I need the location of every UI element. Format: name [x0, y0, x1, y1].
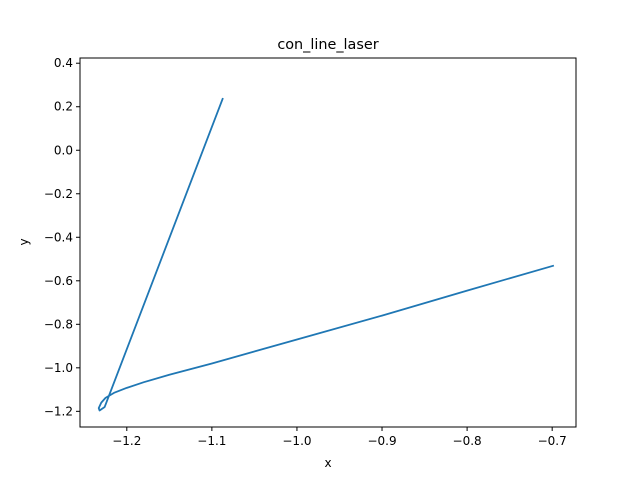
x-axis-label: x: [324, 456, 331, 470]
y-tick-label: −0.2: [44, 187, 73, 201]
x-tick-label: −0.7: [538, 434, 567, 448]
y-axis-label: y: [17, 238, 31, 245]
series-line-0: [97, 97, 555, 412]
y-tick-label: 0.4: [54, 56, 73, 70]
y-tick-label: −0.6: [44, 274, 73, 288]
x-tick-label: −0.9: [367, 434, 396, 448]
plot-area: [97, 97, 555, 412]
y-tick-label: −0.4: [44, 230, 73, 244]
x-tick-label: −1.0: [282, 434, 311, 448]
y-tick-label: 0.2: [54, 100, 73, 114]
x-tick-label: −0.8: [453, 434, 482, 448]
x-axis: −1.2 −1.1 −1.0 −0.9 −0.8 −0.7: [112, 427, 567, 448]
y-tick-label: −0.8: [44, 317, 73, 331]
y-tick-label: −1.2: [44, 404, 73, 418]
y-axis: −1.2 −1.0 −0.8 −0.6 −0.4 −0.2 0.0 0.2 0.4: [44, 56, 80, 418]
chart-title: con_line_laser: [277, 37, 378, 53]
x-tick-label: −1.2: [112, 434, 141, 448]
x-tick-label: −1.1: [197, 434, 226, 448]
axes-frame: [79, 57, 577, 428]
y-tick-label: 0.0: [54, 143, 73, 157]
y-tick-label: −1.0: [44, 361, 73, 375]
